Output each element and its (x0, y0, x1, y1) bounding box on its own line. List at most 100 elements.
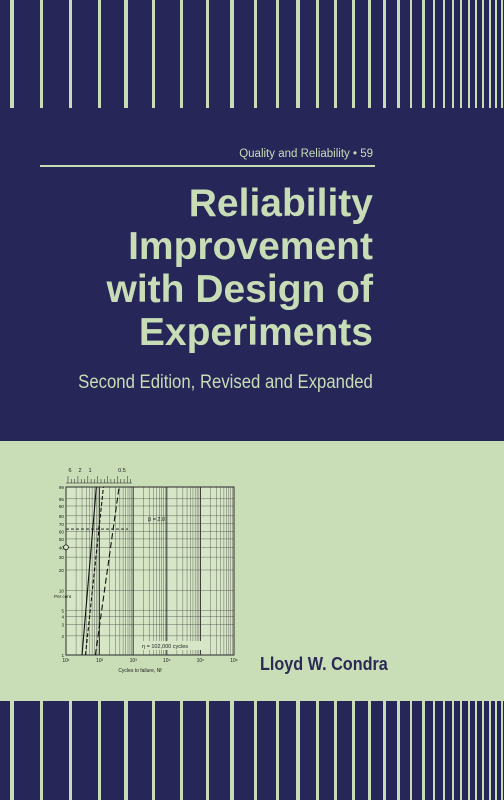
top-scale-label: 6 (68, 468, 71, 474)
stripe (69, 0, 72, 108)
stripe (482, 0, 484, 108)
weibull-probability-plot: 1 2 3 4 5 10 20 30 40 50 60 70 80 90 95 99 10¹ 10² 10³ 10⁴ 1… (54, 468, 238, 674)
x-tick-label: 10⁴ (163, 658, 171, 664)
stripe (368, 0, 371, 108)
stripe (422, 0, 425, 108)
stripe (368, 701, 371, 800)
stripe (482, 701, 484, 800)
title-line: Reliability (188, 182, 373, 225)
series-line-1 (81, 486, 97, 656)
stripe (40, 0, 43, 108)
top-scale-label: 2 (78, 468, 81, 474)
stripe (460, 701, 462, 800)
stripe (422, 701, 425, 800)
stripe (152, 701, 155, 800)
stripe (397, 0, 400, 108)
stripe (475, 701, 477, 800)
stripe (124, 0, 128, 108)
top-scale-label: 1 (88, 468, 91, 474)
stripe (276, 0, 279, 108)
author-name: Lloyd W. Condra (260, 654, 388, 674)
y-tick-label: 3 (61, 623, 64, 628)
stripe (316, 0, 319, 108)
stripe (206, 0, 209, 108)
stripe (495, 701, 497, 800)
series-label: Quality and Reliability • 59 (239, 148, 373, 160)
stripe (352, 701, 355, 800)
y-axis-label: Per cent (54, 594, 72, 599)
y-tick-label: 4 (61, 615, 64, 620)
stripe (206, 701, 209, 800)
y-tick-label: 70 (59, 522, 65, 527)
stripe (316, 701, 319, 800)
series-line-3 (94, 486, 120, 656)
stripe (230, 0, 234, 108)
stripe (98, 0, 101, 108)
stripe (254, 701, 257, 800)
y-tick-label: 30 (59, 555, 65, 560)
stripe (501, 0, 503, 108)
stripe (443, 0, 445, 108)
stripe (495, 0, 497, 108)
title-line: Experiments (138, 311, 373, 354)
top-scale-label: 0.5 (118, 468, 126, 474)
eta-annotation-bg (138, 641, 204, 650)
series-rule (40, 165, 375, 167)
x-tick-label: 10³ (130, 658, 138, 664)
x-axis-label: Cycles to failure, Nf (118, 668, 162, 674)
stripe (397, 701, 400, 800)
stripe (69, 701, 72, 800)
stripe (98, 701, 101, 800)
series-line-2 (84, 486, 104, 656)
stripe (489, 0, 491, 108)
stripe (180, 0, 183, 108)
y-tick-label: 60 (59, 529, 65, 534)
stripe (334, 701, 337, 800)
y-tick-label: 90 (59, 504, 65, 509)
stripe (276, 701, 279, 800)
y-tick-label: 2 (61, 634, 64, 639)
eta-annotation: η = 102,000 cycles (142, 644, 188, 650)
data-marker (63, 544, 69, 551)
stripe (452, 701, 454, 800)
stripe (152, 0, 155, 108)
stripe (10, 0, 14, 108)
stripe (383, 701, 386, 800)
stripe (352, 0, 355, 108)
stripe (410, 0, 412, 108)
stripe (180, 701, 183, 800)
stripe (501, 701, 503, 800)
stripe (124, 701, 128, 800)
stripe (254, 0, 257, 108)
stripe (334, 0, 337, 108)
stripe (489, 701, 491, 800)
x-tick-label: 10² (96, 658, 104, 664)
beta-annotation: β = 2.0 (148, 517, 165, 523)
x-tick-label: 10⁶ (230, 658, 238, 664)
decorative-stripes-top (0, 0, 504, 108)
y-tick-label: 95 (59, 497, 65, 502)
y-tick-label: 40 (59, 545, 65, 550)
book-subtitle: Second Edition, Revised and Expanded (78, 372, 373, 393)
title-line: with Design of (106, 268, 374, 311)
x-tick-label: 10¹ (62, 658, 70, 664)
stripe (383, 0, 386, 108)
y-tick-label: 80 (59, 514, 65, 519)
decorative-stripes-bottom (0, 701, 504, 800)
stripe (40, 701, 43, 800)
stripe (433, 701, 435, 800)
stripe (475, 0, 477, 108)
stripe (443, 701, 445, 800)
book-title: Reliability Improvement with Design of E… (13, 182, 374, 354)
stripe (410, 701, 412, 800)
stripe (452, 0, 454, 108)
y-tick-label: 20 (59, 568, 65, 573)
stripe (460, 0, 462, 108)
y-tick-label: 50 (59, 537, 65, 542)
stripe (468, 701, 470, 800)
plot-area (65, 486, 235, 656)
stripe (296, 701, 300, 800)
stripe (468, 0, 470, 108)
title-line: Improvement (128, 225, 373, 268)
